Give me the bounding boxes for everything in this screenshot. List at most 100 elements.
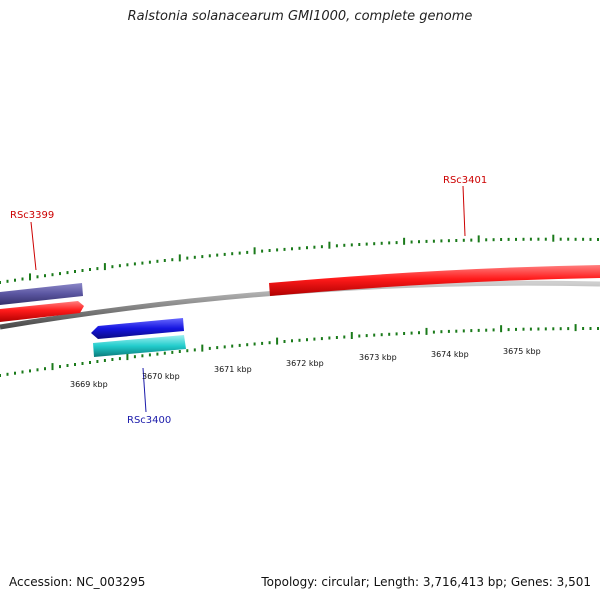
minor-tick [238,343,241,347]
minor-tick [89,268,91,271]
minor-tick [589,237,592,241]
minor-tick [425,239,428,243]
minor-tick [440,330,443,334]
major-tick [328,241,331,249]
minor-tick [470,238,473,242]
minor-tick [193,348,196,352]
major-tick [103,263,106,271]
minor-tick [89,361,91,364]
minor-tick [133,262,136,266]
minor-tick [500,238,503,241]
minor-tick [178,350,181,353]
major-tick [403,237,406,245]
minor-tick [186,349,189,353]
minor-tick [515,327,517,331]
minor-tick [59,272,61,276]
minor-tick [298,246,301,250]
major-tick [253,247,256,255]
minor-tick [216,346,219,350]
minor-tick [582,327,585,330]
minor-tick [6,372,9,376]
major-tick [500,325,503,333]
minor-tick [283,340,286,343]
major-tick [477,235,480,243]
minor-tick [283,247,286,251]
minor-tick [74,363,76,366]
minor-tick [246,250,249,254]
minor-tick [485,238,488,242]
minor-tick [291,339,293,343]
minor-tick [388,332,391,336]
minor-tick [313,245,316,249]
label-leader-rsc3400 [142,367,147,413]
minor-tick [36,275,39,279]
major-tick [126,353,129,361]
minor-tick [522,237,525,241]
scale-label: 3674 kbp [431,350,469,359]
minor-tick [373,333,376,337]
accession-text: Accession: NC_003295 [9,575,146,589]
minor-tick [74,270,76,273]
minor-tick [432,239,435,243]
minor-tick [507,237,510,241]
minor-tick [44,274,46,278]
minor-tick [118,357,121,361]
minor-tick [223,345,226,349]
minor-tick [81,269,84,272]
minor-tick [320,245,323,249]
minor-tick [298,338,301,342]
minor-tick [201,255,204,259]
minor-tick [193,255,196,259]
minor-tick [335,244,338,248]
minor-tick [373,242,376,246]
minor-tick [6,279,9,283]
minor-tick [0,374,1,377]
minor-tick [66,364,69,367]
minor-tick [529,327,532,331]
minor-tick [432,330,435,334]
scale-label: 3670 kbp [142,372,180,381]
forward-tick-ruler [0,234,599,284]
minor-tick [537,327,540,331]
minor-tick [544,327,547,331]
minor-tick [492,238,495,242]
minor-tick [544,237,547,241]
major-tick [178,254,181,262]
minor-tick [231,344,234,348]
minor-tick [410,240,413,244]
minor-tick [515,237,517,241]
minor-tick [261,249,264,253]
minor-tick [44,367,46,371]
minor-tick [163,259,166,262]
minor-tick [418,240,420,244]
scale-label: 3675 kbp [503,347,541,356]
reverse-tick-ruler [0,324,599,377]
minor-tick [276,248,279,252]
major-tick [201,344,204,352]
minor-tick [410,331,413,335]
minor-tick [268,341,271,345]
minor-tick [59,365,61,369]
minor-tick [238,251,241,255]
scale-label: 3672 kbp [286,359,324,368]
minor-tick [395,241,398,245]
minor-tick [350,243,353,247]
scale-label: 3669 kbp [70,380,108,389]
genome-summary-text: Topology: circular; Length: 3,716,413 bp… [261,575,591,589]
map-title: Ralstonia solanacearum GMI1000, complete… [127,9,473,24]
minor-tick [388,241,391,245]
gene-label-rsc3400: RSc3400 [127,415,171,426]
scale-label: 3671 kbp [214,365,252,374]
minor-tick [365,334,368,338]
major-tick [276,337,279,345]
gene-label-rsc3401: RSc3401 [443,175,487,186]
minor-tick [96,360,99,363]
minor-tick [447,239,450,243]
minor-tick [306,338,308,342]
minor-tick [148,260,151,264]
minor-tick [380,333,383,337]
major-tick [350,332,353,339]
minor-tick [268,249,271,252]
minor-tick [537,237,540,241]
minor-tick [186,256,189,260]
